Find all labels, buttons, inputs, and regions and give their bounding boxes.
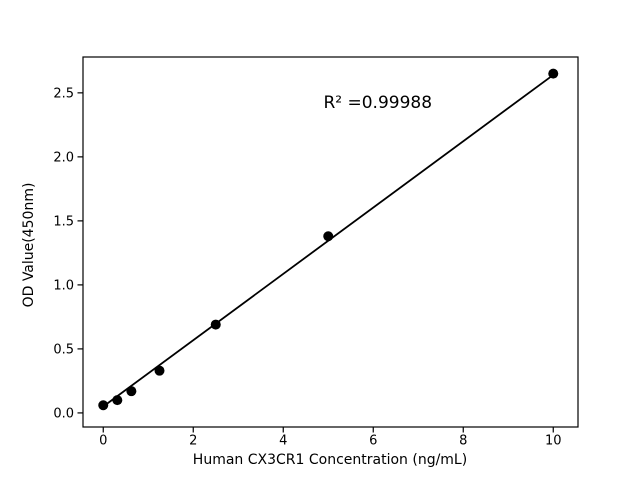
y-tick-label: 1.0 — [53, 278, 74, 293]
x-tick-label: 0 — [99, 434, 107, 449]
data-point — [154, 365, 165, 376]
data-point — [112, 395, 123, 406]
x-tick-label: 6 — [369, 434, 377, 449]
data-point — [126, 386, 137, 397]
plot-border — [82, 56, 579, 428]
x-axis-label: Human CX3CR1 Concentration (ng/mL) — [192, 452, 468, 468]
x-tick-label: 4 — [279, 434, 287, 449]
data-point — [548, 68, 559, 79]
data-point — [323, 231, 334, 242]
y-tick-label: 0.5 — [53, 342, 74, 357]
x-tick-label: 2 — [189, 434, 197, 449]
x-tick-label: 10 — [545, 434, 562, 449]
data-point — [98, 400, 109, 411]
r-squared-annotation: R² =0.99988 — [323, 93, 433, 114]
y-tick-label: 1.5 — [53, 214, 74, 229]
data-point — [210, 319, 221, 330]
y-tick-label: 0.0 — [53, 406, 74, 421]
y-tick-label: 2.0 — [53, 150, 74, 165]
y-axis-label: OD Value(450nm) — [21, 182, 37, 308]
y-tick-label: 2.5 — [53, 86, 74, 101]
x-tick-label: 8 — [459, 434, 467, 449]
